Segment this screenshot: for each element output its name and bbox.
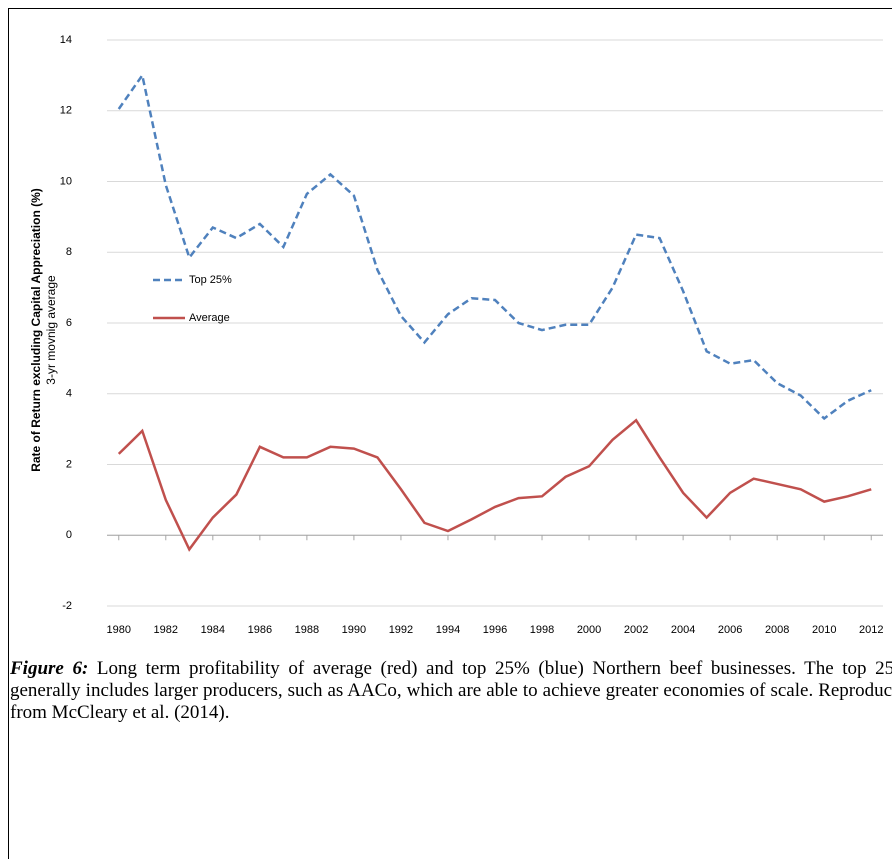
x-tick-label: 1980 <box>107 624 131 636</box>
x-tick-label: 1996 <box>483 624 507 636</box>
x-tick-label: 1998 <box>530 624 554 636</box>
x-tick-label: 1988 <box>295 624 319 636</box>
x-tick-label: 2012 <box>859 624 883 636</box>
caption: Figure 6: Long term profitability of ave… <box>10 658 892 724</box>
series-line <box>117 72 872 421</box>
legend-label: Average <box>189 312 230 324</box>
y-tick-label: 12 <box>60 105 72 117</box>
x-tick-label: 2006 <box>718 624 742 636</box>
caption-text: Long term profitability of average (red)… <box>10 658 892 723</box>
x-tick-label: 1984 <box>201 624 225 636</box>
x-tick-label: 1992 <box>389 624 413 636</box>
y-axis-sublabel: 3-yr movnig average <box>44 275 58 385</box>
y-tick-label: 0 <box>66 529 72 541</box>
caption-label: Figure 6: <box>10 658 89 679</box>
y-tick-label: 6 <box>66 317 72 329</box>
x-tick-label: 2010 <box>812 624 836 636</box>
x-tick-label: 2002 <box>624 624 648 636</box>
chart: Rate of Return excluding Capital Appreci… <box>29 34 883 636</box>
x-tick-label: 2004 <box>671 624 695 636</box>
legend-label: Top 25% <box>189 274 232 286</box>
x-tick-label: 2000 <box>577 624 601 636</box>
y-tick-label: 2 <box>66 458 72 470</box>
x-tick-label: 2008 <box>765 624 789 636</box>
series-line <box>117 418 872 552</box>
y-tick-label: 14 <box>60 34 72 46</box>
x-tick-label: 1990 <box>342 624 366 636</box>
y-tick-label: 4 <box>66 388 72 400</box>
x-tick-label: 1986 <box>248 624 272 636</box>
y-tick-label: -2 <box>62 600 72 612</box>
frame <box>8 8 892 859</box>
x-tick-label: 1994 <box>436 624 460 636</box>
x-tick-label: 1982 <box>154 624 178 636</box>
y-tick-label: 10 <box>60 175 72 187</box>
y-tick-label: 8 <box>66 246 72 258</box>
y-axis-label: Rate of Return excluding Capital Appreci… <box>29 188 43 472</box>
